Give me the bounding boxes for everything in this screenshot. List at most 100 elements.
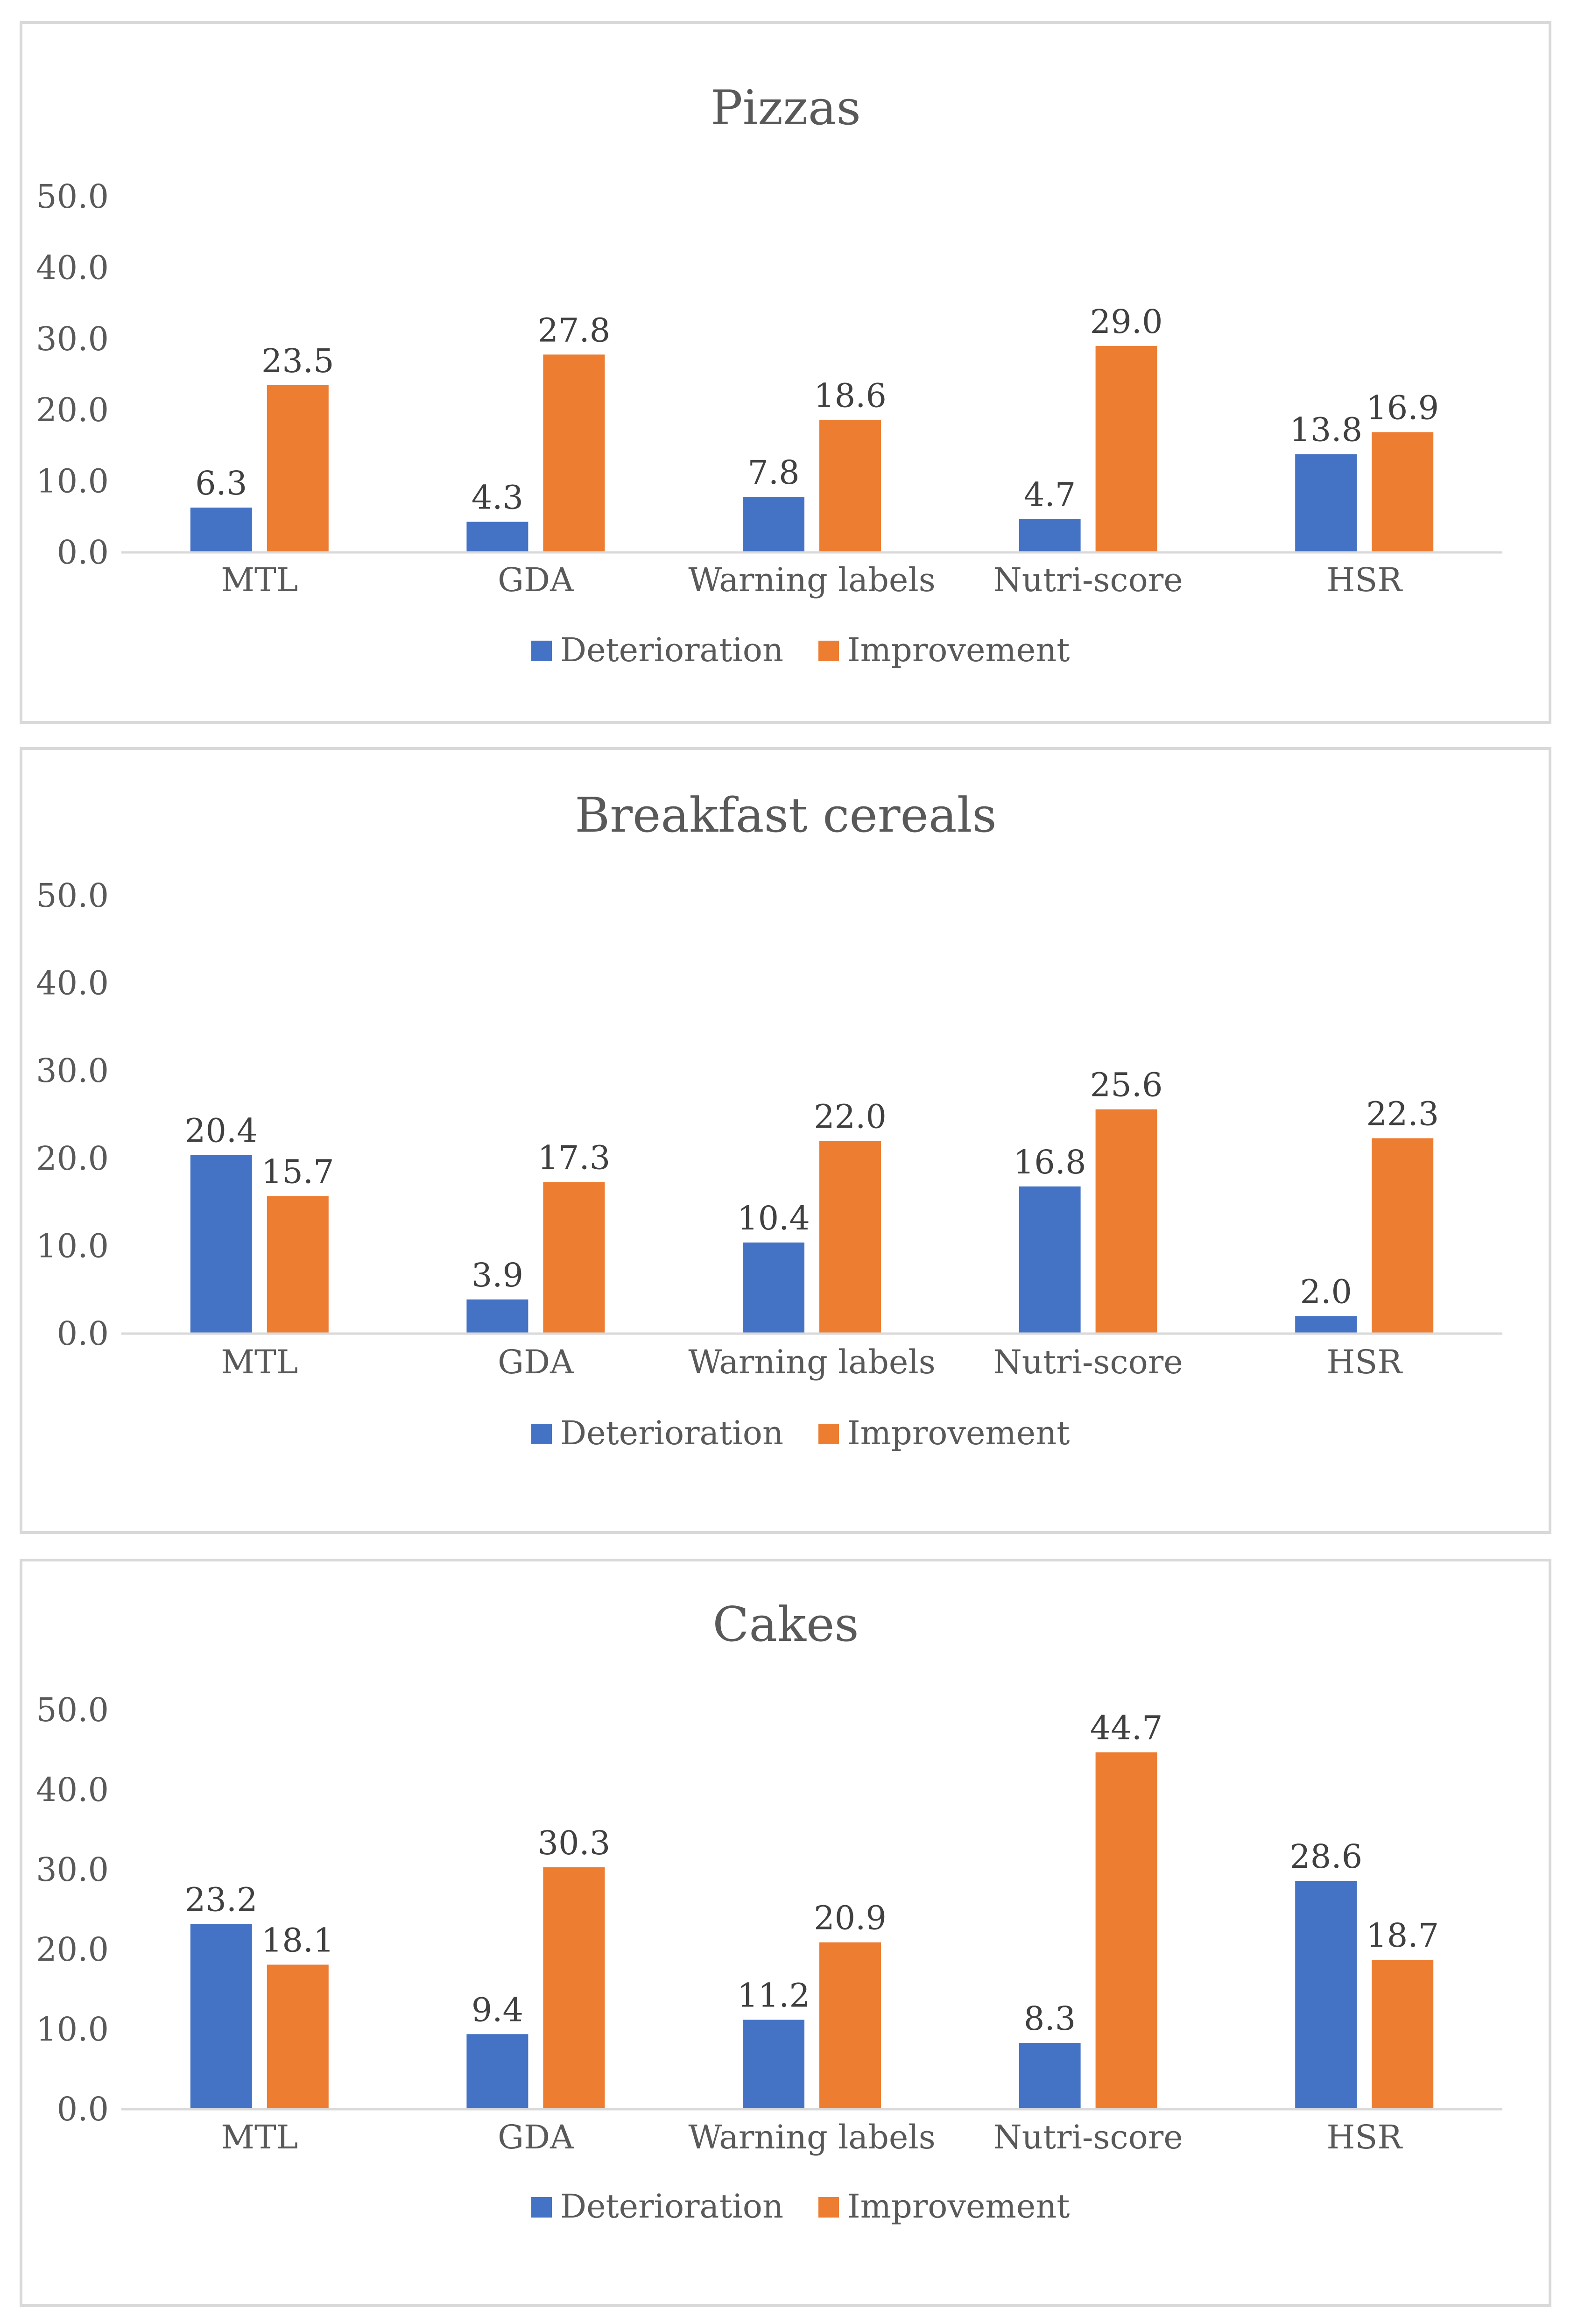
chart-1-data-label-deterioration-gda: 3.9 bbox=[472, 1256, 523, 1294]
chart-1-data-label-improvement-mtl: 15.7 bbox=[261, 1152, 334, 1191]
chart-0-ytick-label: 30.0 bbox=[36, 320, 109, 358]
chart-1-bar-improvement-hsr bbox=[1372, 1138, 1434, 1334]
chart-2-legend-label-deterioration: Deterioration bbox=[560, 2187, 783, 2225]
chart-2-bar-deterioration-gda bbox=[466, 2034, 528, 2109]
chart-2-title: Cakes bbox=[712, 1597, 859, 1653]
chart-2-data-label-deterioration-hsr: 28.6 bbox=[1289, 1837, 1362, 1876]
chart-0-title: Pizzas bbox=[711, 80, 861, 136]
chart-1-bar-improvement-warning-labels bbox=[819, 1141, 881, 1334]
chart-2-legend-label-improvement: Improvement bbox=[847, 2187, 1070, 2225]
chart-2-bar-improvement-mtl bbox=[267, 1964, 329, 2109]
chart-1-ytick-label: 30.0 bbox=[36, 1052, 109, 1090]
chart-0-bar-deterioration-nutri-score bbox=[1019, 519, 1081, 552]
chart-1-bar-deterioration-nutri-score bbox=[1019, 1186, 1081, 1334]
chart-2-data-label-improvement-nutri-score: 44.7 bbox=[1090, 1709, 1163, 1747]
chart-2-data-label-improvement-gda: 30.3 bbox=[537, 1824, 610, 1862]
chart-1-category-label-gda: GDA bbox=[498, 1343, 574, 1381]
chart-2-bar-improvement-gda bbox=[543, 1867, 605, 2109]
chart-1-legend-label-improvement: Improvement bbox=[847, 1414, 1070, 1452]
chart-panel-cakes: Cakes 0.0 10.0 20.0 30.0 40.0 50.0 23.2 18.1 MTL 9… bbox=[20, 1559, 1551, 2307]
chart-1-data-label-deterioration-mtl: 20.4 bbox=[185, 1111, 258, 1150]
chart-2-bar-improvement-hsr bbox=[1372, 1960, 1434, 2109]
chart-1-title: Breakfast cereals bbox=[575, 788, 996, 843]
chart-0-data-label-improvement-hsr: 16.9 bbox=[1366, 389, 1439, 427]
chart-2-data-label-deterioration-nutri-score: 8.3 bbox=[1024, 1999, 1076, 2038]
chart-0-data-label-deterioration-warning-labels: 7.8 bbox=[747, 453, 799, 492]
chart-0-bar-improvement-warning-labels bbox=[819, 420, 881, 552]
chart-1-bar-improvement-mtl bbox=[267, 1196, 329, 1334]
chart-1-data-label-deterioration-nutri-score: 16.8 bbox=[1014, 1143, 1086, 1181]
chart-1-data-label-deterioration-hsr: 2.0 bbox=[1300, 1272, 1352, 1311]
chart-0-legend-label-deterioration: Deterioration bbox=[560, 631, 783, 669]
chart-2-category-label-mtl: MTL bbox=[221, 2118, 298, 2156]
chart-1-ytick-label: 20.0 bbox=[36, 1139, 109, 1178]
chart-0-category-label-nutri-score: Nutri-score bbox=[993, 561, 1183, 599]
chart-0-data-label-deterioration-nutri-score: 4.7 bbox=[1024, 475, 1076, 514]
chart-0-data-label-deterioration-gda: 4.3 bbox=[472, 478, 523, 516]
chart-0-category-label-warning-labels: Warning labels bbox=[688, 561, 935, 599]
chart-panel-breakfast-cereals: Breakfast cereals 0.0 10.0 20.0 30.0 40.0 50.0… bbox=[20, 747, 1551, 1534]
chart-0-ytick-label: 20.0 bbox=[36, 391, 109, 429]
chart-1-bar-improvement-nutri-score bbox=[1095, 1109, 1157, 1334]
chart-0-data-label-deterioration-hsr: 13.8 bbox=[1289, 411, 1362, 449]
chart-0-bar-improvement-nutri-score bbox=[1095, 346, 1157, 552]
chart-2-bar-improvement-nutri-score bbox=[1095, 1752, 1157, 2109]
chart-0-category-label-mtl: MTL bbox=[221, 561, 298, 599]
chart-0-data-label-improvement-nutri-score: 29.0 bbox=[1090, 303, 1163, 341]
chart-1-category-label-mtl: MTL bbox=[221, 1343, 298, 1381]
chart-2-legend-swatch-deterioration bbox=[531, 2197, 552, 2218]
chart-1-category-label-nutri-score: Nutri-score bbox=[993, 1343, 1183, 1381]
chart-1-data-label-improvement-gda: 17.3 bbox=[537, 1138, 610, 1177]
chart-0-data-label-improvement-gda: 27.8 bbox=[537, 311, 610, 349]
chart-0-legend-label-improvement: Improvement bbox=[847, 631, 1070, 669]
chart-2-category-label-nutri-score: Nutri-score bbox=[993, 2118, 1183, 2156]
chart-2-category-label-warning-labels: Warning labels bbox=[688, 2118, 935, 2156]
chart-0-data-label-improvement-mtl: 23.5 bbox=[261, 342, 334, 380]
chart-2-bar-deterioration-nutri-score bbox=[1019, 2043, 1081, 2109]
chart-1-ytick-label: 40.0 bbox=[36, 964, 109, 1003]
bar-chart-breakfast-cereals: Breakfast cereals 0.0 10.0 20.0 30.0 40.0 50.0… bbox=[36, 788, 1502, 1452]
chart-2-category-label-hsr: HSR bbox=[1326, 2118, 1403, 2156]
chart-1-legend-label-deterioration: Deterioration bbox=[560, 1414, 783, 1452]
chart-1-ytick-label: 50.0 bbox=[36, 876, 109, 915]
chart-0-bar-deterioration-mtl bbox=[190, 507, 252, 552]
chart-0-bar-improvement-mtl bbox=[267, 385, 329, 552]
chart-1-bar-deterioration-hsr bbox=[1295, 1316, 1357, 1334]
chart-1-data-label-improvement-nutri-score: 25.6 bbox=[1090, 1066, 1163, 1104]
chart-2-data-label-deterioration-gda: 9.4 bbox=[472, 1991, 523, 2029]
chart-0-category-label-gda: GDA bbox=[498, 561, 574, 599]
chart-1-bar-deterioration-gda bbox=[466, 1299, 528, 1334]
chart-0-legend-swatch-improvement bbox=[818, 641, 839, 661]
chart-2-bar-deterioration-warning-labels bbox=[743, 2020, 804, 2109]
chart-0-category-label-hsr: HSR bbox=[1326, 561, 1403, 599]
chart-1-legend-swatch-improvement bbox=[818, 1424, 839, 1444]
chart-1-bar-deterioration-mtl bbox=[190, 1155, 252, 1334]
chart-1-data-label-improvement-warning-labels: 22.0 bbox=[814, 1097, 887, 1136]
chart-1-bar-deterioration-warning-labels bbox=[743, 1242, 804, 1334]
chart-0-data-label-deterioration-mtl: 6.3 bbox=[195, 464, 247, 502]
chart-0-bar-deterioration-gda bbox=[466, 522, 528, 552]
chart-1-bar-improvement-gda bbox=[543, 1182, 605, 1334]
chart-2-data-label-deterioration-warning-labels: 11.2 bbox=[737, 1976, 810, 2014]
chart-2-ytick-label: 0.0 bbox=[57, 2090, 109, 2128]
chart-2-ytick-label: 40.0 bbox=[36, 1771, 109, 1809]
chart-1-category-label-warning-labels: Warning labels bbox=[688, 1343, 935, 1381]
chart-0-ytick-label: 10.0 bbox=[36, 462, 109, 501]
chart-1-legend-swatch-deterioration bbox=[531, 1424, 552, 1444]
chart-2-ytick-label: 10.0 bbox=[36, 2010, 109, 2049]
chart-1-ytick-label: 0.0 bbox=[57, 1314, 109, 1353]
chart-1-data-label-improvement-hsr: 22.3 bbox=[1366, 1095, 1439, 1133]
chart-1-category-label-hsr: HSR bbox=[1326, 1343, 1403, 1381]
chart-0-ytick-label: 50.0 bbox=[36, 177, 109, 216]
chart-2-ytick-label: 50.0 bbox=[36, 1691, 109, 1729]
chart-2-ytick-label: 30.0 bbox=[36, 1851, 109, 1889]
chart-2-legend-swatch-improvement bbox=[818, 2197, 839, 2218]
chart-0-bar-deterioration-hsr bbox=[1295, 454, 1357, 552]
chart-1-data-label-deterioration-warning-labels: 10.4 bbox=[737, 1199, 810, 1237]
chart-panel-pizzas: Pizzas 0.0 10.0 20.0 30.0 40.0 50.0 6.3 23.5 MTL 4… bbox=[20, 21, 1551, 724]
chart-2-data-label-deterioration-mtl: 23.2 bbox=[185, 1880, 258, 1919]
chart-2-bar-improvement-warning-labels bbox=[819, 1942, 881, 2109]
bar-chart-cakes: Cakes 0.0 10.0 20.0 30.0 40.0 50.0 23.218.1 MTL 9… bbox=[36, 1597, 1502, 2225]
chart-2-data-label-improvement-mtl: 18.1 bbox=[261, 1921, 334, 1959]
chart-0-bar-improvement-hsr bbox=[1372, 432, 1434, 552]
